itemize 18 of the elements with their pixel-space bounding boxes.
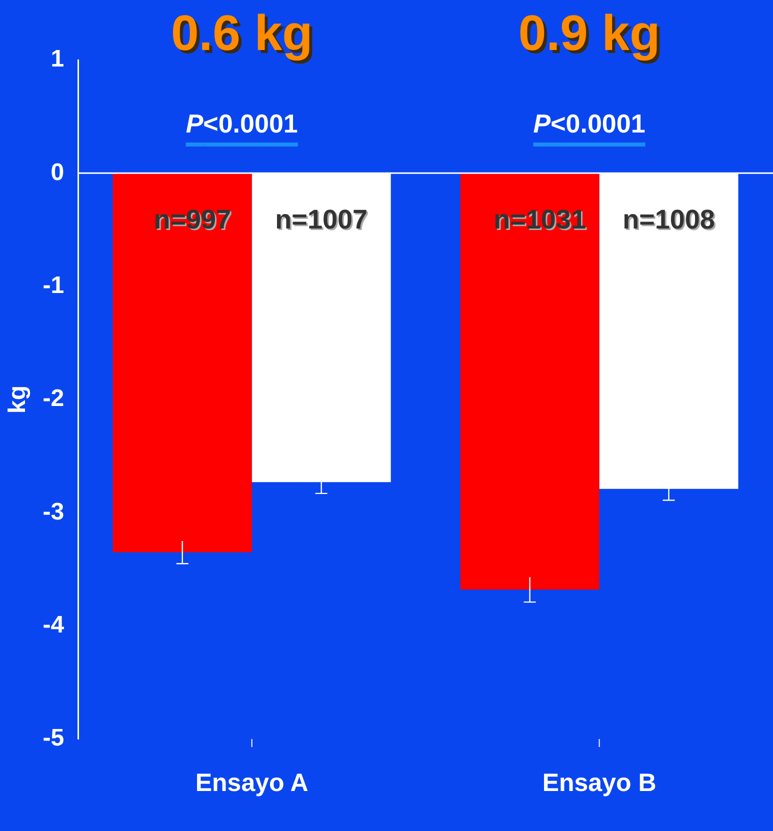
annotation: n=1007 [276, 206, 370, 236]
annotation: 0.6 kg [174, 8, 316, 64]
x-tick-label: Ensayo B [542, 768, 656, 797]
annotation: P<0.0001 [533, 108, 646, 140]
y-tick-label: -3 [42, 498, 64, 526]
annotation: n=1031 [495, 206, 588, 236]
y-tick-label: 1 [50, 46, 64, 73]
annotation: 0.9 kg [521, 8, 664, 64]
y-tick-label: -2 [42, 385, 64, 412]
y-axis-title: kg [4, 385, 32, 414]
annotation: n=997 [155, 206, 233, 236]
x-tick-label: Ensayo A [195, 768, 308, 797]
y-tick-label: -5 [42, 724, 64, 752]
annotation: P<0.0001 [186, 108, 298, 140]
annotation: n=1008 [624, 206, 716, 236]
y-tick-label: -1 [42, 272, 64, 299]
y-tick-label: -4 [42, 611, 65, 638]
y-tick-label: 0 [50, 158, 64, 186]
